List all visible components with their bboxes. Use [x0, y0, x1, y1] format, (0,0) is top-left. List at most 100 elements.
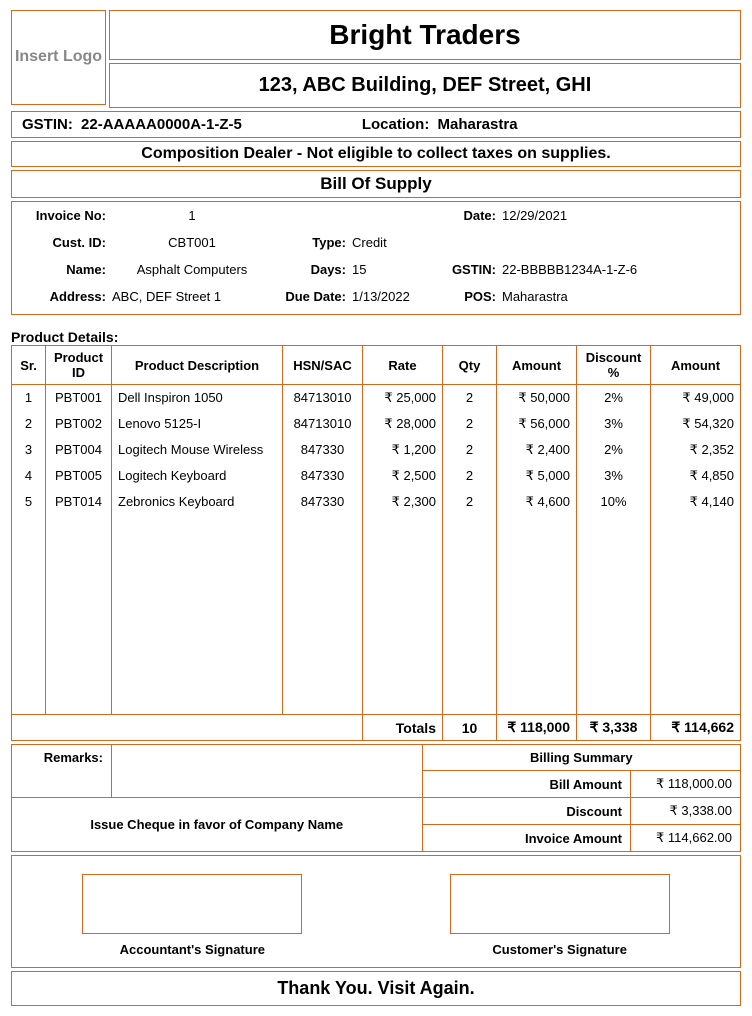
totals-amount: ₹ 118,000	[497, 715, 577, 741]
invoice-amount-label: Invoice Amount	[422, 825, 630, 852]
col-hsn: HSN/SAC	[283, 346, 363, 385]
cust-gstin-value: 22-BBBBB1234A-1-Z-6	[502, 262, 652, 277]
cell-discount: 10%	[577, 489, 651, 515]
totals-label: Totals	[363, 715, 443, 741]
location-label: Location:	[362, 116, 430, 133]
date-label: Date:	[442, 208, 502, 223]
accountant-signature-box	[82, 874, 302, 934]
cell-discount: 3%	[577, 411, 651, 437]
composition-note: Composition Dealer - Not eligible to col…	[11, 141, 741, 167]
customer-signature-label: Customer's Signature	[409, 942, 710, 957]
col-description: Product Description	[112, 346, 283, 385]
cell-qty: 2	[443, 411, 497, 437]
cell-qty: 2	[443, 489, 497, 515]
bill-amount-value: ₹ 118,000.00	[631, 771, 741, 798]
cell-discount: 2%	[577, 437, 651, 463]
type-label: Type:	[272, 235, 352, 250]
company-address: 123, ABC Building, DEF Street, GHI	[109, 63, 741, 108]
table-row: 3PBT004Logitech Mouse Wireless847330₹ 1,…	[12, 437, 741, 463]
invoice-info: Invoice No: 1 Date: 12/29/2021 Cust. ID:…	[11, 201, 741, 315]
discount-label: Discount	[422, 798, 630, 825]
days-label: Days:	[272, 262, 352, 277]
cust-name-label: Name:	[22, 262, 112, 277]
cell-sr: 1	[12, 385, 46, 411]
cust-name-value: Asphalt Computers	[112, 262, 272, 277]
cell-rate: ₹ 25,000	[363, 385, 443, 411]
location-value: Maharastra	[438, 116, 518, 133]
cell-amount: ₹ 56,000	[497, 411, 577, 437]
cell-qty: 2	[443, 463, 497, 489]
table-row: 4PBT005Logitech Keyboard847330₹ 2,5002₹ …	[12, 463, 741, 489]
totals-qty: 10	[443, 715, 497, 741]
remarks-label: Remarks:	[12, 745, 112, 798]
cell-hsn: 84713010	[283, 385, 363, 411]
totals-discount: ₹ 3,338	[577, 715, 651, 741]
due-date-value: 1/13/2022	[352, 289, 442, 304]
cell-rate: ₹ 2,300	[363, 489, 443, 515]
products-table: Sr. Product ID Product Description HSN/S…	[11, 345, 741, 741]
col-qty: Qty	[443, 346, 497, 385]
cell-hsn: 847330	[283, 437, 363, 463]
pos-value: Maharastra	[502, 289, 652, 304]
cell-rate: ₹ 28,000	[363, 411, 443, 437]
cell-pid: PBT002	[46, 411, 112, 437]
remarks-value	[112, 745, 423, 798]
cell-sr: 3	[12, 437, 46, 463]
cell-qty: 2	[443, 437, 497, 463]
cell-sr: 4	[12, 463, 46, 489]
cell-discount: 3%	[577, 463, 651, 489]
cell-rate: ₹ 1,200	[363, 437, 443, 463]
cell-final-amount: ₹ 4,140	[651, 489, 741, 515]
cell-amount: ₹ 4,600	[497, 489, 577, 515]
cell-amount: ₹ 50,000	[497, 385, 577, 411]
document-title: Bill Of Supply	[11, 170, 741, 198]
col-product-id: Product ID	[46, 346, 112, 385]
due-date-label: Due Date:	[272, 289, 352, 304]
gstin-row: GSTIN: 22-AAAAA0000A-1-Z-5 Location: Mah…	[11, 111, 741, 138]
cust-gstin-label: GSTIN:	[442, 262, 502, 277]
cell-amount: ₹ 5,000	[497, 463, 577, 489]
logo-placeholder: Insert Logo	[11, 10, 106, 105]
cell-hsn: 847330	[283, 489, 363, 515]
col-sr: Sr.	[12, 346, 46, 385]
cell-rate: ₹ 2,500	[363, 463, 443, 489]
cell-hsn: 84713010	[283, 411, 363, 437]
gstin-value: 22-AAAAA0000A-1-Z-5	[81, 116, 242, 133]
invoice-document: Insert Logo Bright Traders 123, ABC Buil…	[11, 10, 741, 1006]
totals-final: ₹ 114,662	[651, 715, 741, 741]
cell-desc: Lenovo 5125-I	[112, 411, 283, 437]
summary-table: Remarks: Billing Summary Bill Amount ₹ 1…	[11, 744, 741, 852]
cell-pid: PBT005	[46, 463, 112, 489]
cell-desc: Logitech Mouse Wireless	[112, 437, 283, 463]
table-row: 1PBT001Dell Inspiron 105084713010₹ 25,00…	[12, 385, 741, 411]
cust-id-value: CBT001	[112, 235, 272, 250]
col-rate: Rate	[363, 346, 443, 385]
table-row: 5PBT014Zebronics Keyboard847330₹ 2,3002₹…	[12, 489, 741, 515]
thank-you: Thank You. Visit Again.	[11, 971, 741, 1006]
cell-final-amount: ₹ 54,320	[651, 411, 741, 437]
days-value: 15	[352, 262, 442, 277]
pos-label: POS:	[442, 289, 502, 304]
cell-sr: 2	[12, 411, 46, 437]
cell-final-amount: ₹ 49,000	[651, 385, 741, 411]
table-row: 2PBT002Lenovo 5125-I84713010₹ 28,0002₹ 5…	[12, 411, 741, 437]
cell-pid: PBT014	[46, 489, 112, 515]
table-spacer	[12, 515, 741, 715]
cell-pid: PBT004	[46, 437, 112, 463]
company-name: Bright Traders	[109, 10, 741, 60]
cell-hsn: 847330	[283, 463, 363, 489]
gstin-label: GSTIN:	[22, 116, 73, 133]
discount-value: ₹ 3,338.00	[631, 798, 741, 825]
address-value: ABC, DEF Street 1	[112, 289, 272, 304]
cust-id-label: Cust. ID:	[22, 235, 112, 250]
invoice-no-label: Invoice No:	[22, 208, 112, 223]
invoice-no-value: 1	[112, 208, 272, 223]
cell-sr: 5	[12, 489, 46, 515]
totals-row: Totals 10 ₹ 118,000 ₹ 3,338 ₹ 114,662	[12, 715, 741, 741]
cell-pid: PBT001	[46, 385, 112, 411]
cell-qty: 2	[443, 385, 497, 411]
accountant-signature-label: Accountant's Signature	[42, 942, 343, 957]
type-value: Credit	[352, 235, 442, 250]
cell-final-amount: ₹ 2,352	[651, 437, 741, 463]
address-label: Address:	[22, 289, 112, 304]
